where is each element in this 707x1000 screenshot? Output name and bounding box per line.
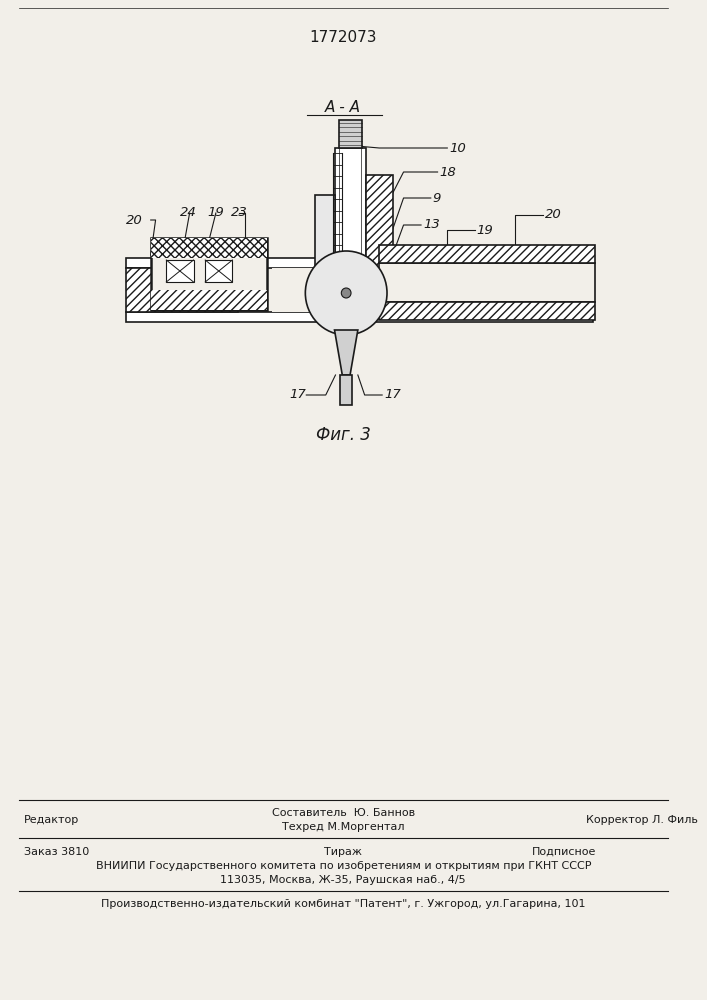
Bar — [315, 195, 334, 270]
Bar — [272, 268, 384, 312]
Text: Редактор: Редактор — [24, 815, 80, 825]
Text: 23: 23 — [231, 207, 248, 220]
Bar — [340, 375, 352, 405]
Bar — [339, 120, 362, 148]
Text: Тираж: Тираж — [325, 847, 362, 857]
Bar — [151, 238, 267, 258]
Text: Производственно-издательский комбинат "Патент", г. Ужгород, ул.Гагарина, 101: Производственно-издательский комбинат "П… — [101, 899, 585, 909]
Bar — [151, 290, 267, 310]
Text: Техред М.Моргентал: Техред М.Моргентал — [282, 822, 404, 832]
Text: 20: 20 — [544, 209, 561, 222]
Text: 24: 24 — [180, 207, 197, 220]
Text: 19: 19 — [207, 207, 224, 220]
Text: Корректор Л. Филь: Корректор Л. Филь — [586, 815, 698, 825]
Circle shape — [341, 288, 351, 298]
Bar — [379, 245, 595, 263]
Bar — [334, 148, 366, 262]
Polygon shape — [334, 330, 358, 375]
Bar — [366, 175, 393, 295]
Bar — [379, 302, 595, 320]
Text: 18: 18 — [440, 165, 456, 178]
Bar — [151, 238, 267, 310]
Text: Заказ 3810: Заказ 3810 — [24, 847, 90, 857]
Text: ВНИИПИ Государственного комитета по изобретениям и открытиям при ГКНТ СССР: ВНИИПИ Государственного комитета по изоб… — [95, 861, 591, 871]
Text: Составитель  Ю. Баннов: Составитель Ю. Баннов — [271, 808, 415, 818]
Circle shape — [305, 251, 387, 335]
Bar — [127, 312, 593, 322]
Text: 19: 19 — [477, 224, 493, 236]
Text: Подписное: Подписное — [532, 847, 596, 857]
Text: 17: 17 — [384, 388, 401, 401]
Text: 17: 17 — [290, 388, 307, 401]
Text: 1772073: 1772073 — [310, 30, 377, 45]
Text: 20: 20 — [127, 214, 143, 227]
Bar — [384, 268, 593, 312]
Bar — [166, 260, 194, 282]
Text: 9: 9 — [433, 192, 441, 205]
Bar — [205, 260, 233, 282]
Bar — [379, 263, 595, 302]
Text: А - А: А - А — [325, 101, 361, 115]
Text: 10: 10 — [449, 141, 466, 154]
Text: Фиг. 3: Фиг. 3 — [316, 426, 370, 444]
Text: 113035, Москва, Ж-35, Раушская наб., 4/5: 113035, Москва, Ж-35, Раушская наб., 4/5 — [221, 875, 466, 885]
Bar — [127, 268, 238, 312]
Bar — [127, 258, 593, 268]
Text: 13: 13 — [423, 219, 440, 232]
